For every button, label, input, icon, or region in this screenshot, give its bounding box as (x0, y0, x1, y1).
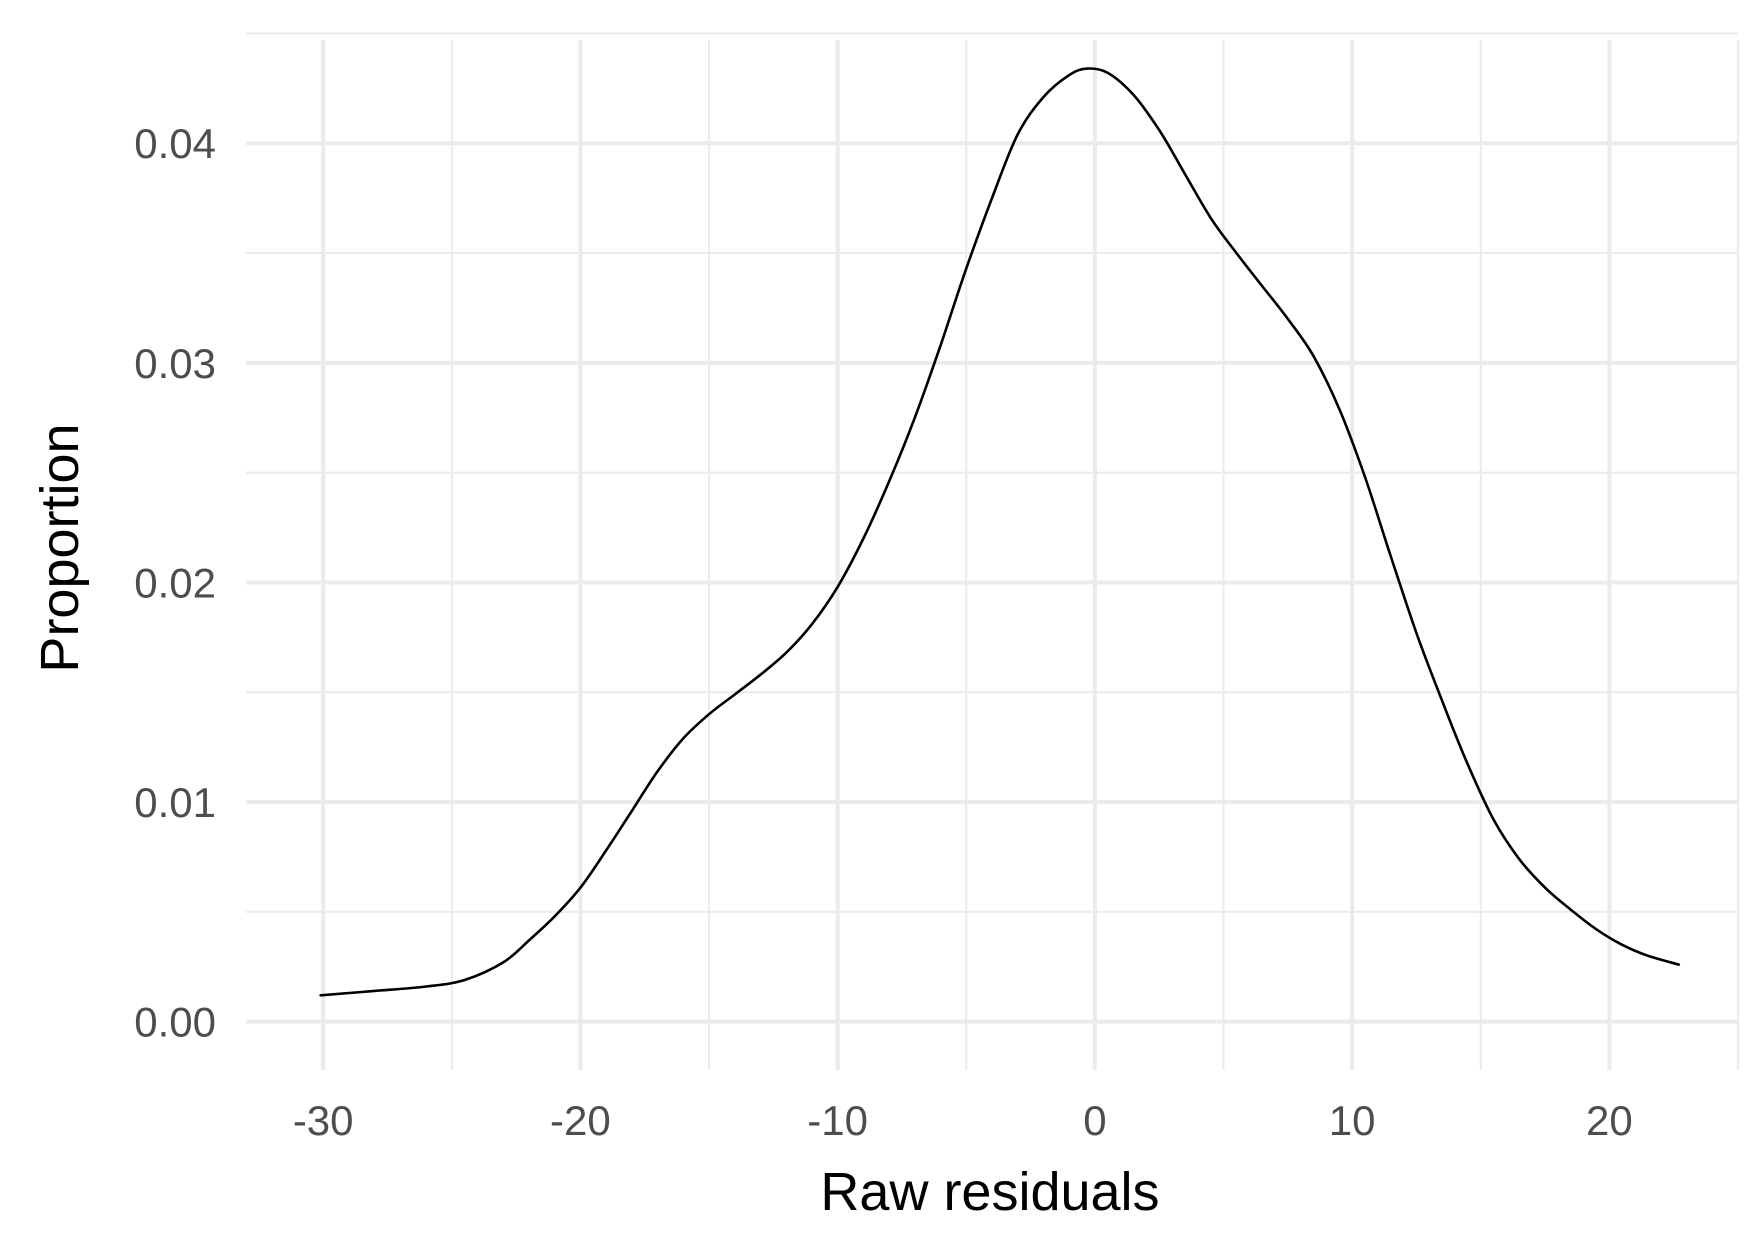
y-tick-label: 0.04 (134, 120, 216, 167)
x-tick-label: 0 (1083, 1097, 1106, 1144)
x-tick-label: -30 (293, 1097, 354, 1144)
y-axis-title: Proportion (30, 423, 90, 672)
x-axis-title: Raw residuals (820, 1162, 1159, 1222)
density-curve-layer (319, 67, 1681, 997)
y-tick-label: 0.03 (134, 340, 216, 387)
y-tick-label: 0.01 (134, 779, 216, 826)
grid-lines (246, 32, 1739, 1070)
x-tick-label: -20 (550, 1097, 611, 1144)
y-tick-label: 0.02 (134, 559, 216, 606)
y-tick-label: 0.00 (134, 999, 216, 1046)
density-curve (319, 67, 1681, 997)
x-tick-label: -10 (807, 1097, 868, 1144)
x-tick-label: 10 (1329, 1097, 1376, 1144)
tick-labels: -30 -20 -10 0 10 20 0.00 0.01 0.02 0.03 0.04 (134, 120, 1632, 1144)
x-tick-label: 20 (1586, 1097, 1633, 1144)
